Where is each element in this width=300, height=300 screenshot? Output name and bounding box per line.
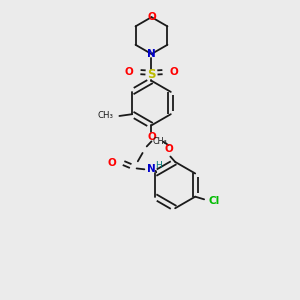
Text: N: N	[147, 49, 156, 59]
Text: H: H	[155, 161, 162, 170]
Text: N: N	[147, 164, 156, 174]
Text: O: O	[169, 67, 178, 76]
Text: O: O	[147, 12, 156, 22]
Text: O: O	[164, 144, 173, 154]
Text: O: O	[125, 67, 134, 76]
Text: CH₃: CH₃	[98, 112, 113, 121]
Text: CH₃: CH₃	[152, 136, 167, 146]
Text: S: S	[147, 68, 156, 81]
Text: O: O	[147, 132, 156, 142]
Text: Cl: Cl	[208, 196, 219, 206]
Text: O: O	[108, 158, 117, 168]
